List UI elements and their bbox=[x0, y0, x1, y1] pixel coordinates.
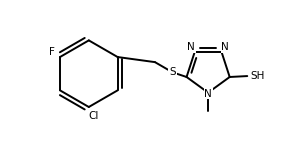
Text: S: S bbox=[169, 67, 176, 77]
Text: Cl: Cl bbox=[88, 111, 99, 121]
Text: N: N bbox=[187, 42, 195, 52]
Text: F: F bbox=[49, 47, 55, 57]
Text: N: N bbox=[221, 42, 229, 52]
Text: SH: SH bbox=[250, 71, 264, 81]
Text: N: N bbox=[204, 89, 212, 99]
